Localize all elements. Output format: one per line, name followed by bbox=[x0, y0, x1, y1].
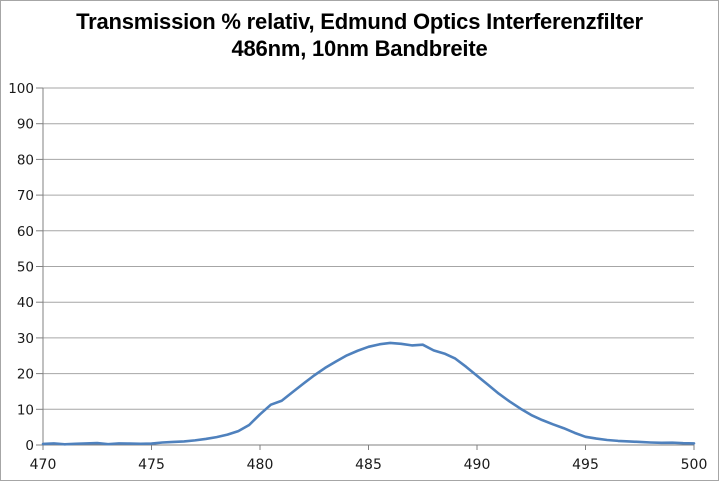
chart-title-line1: Transmission % relativ, Edmund Optics In… bbox=[76, 9, 643, 34]
chart-title: Transmission % relativ, Edmund Optics In… bbox=[1, 8, 718, 62]
chart-title-line2: 486nm, 10nm Bandbreite bbox=[231, 36, 488, 61]
y-tick-label: 60 bbox=[17, 224, 34, 240]
x-tick-label: 500 bbox=[681, 457, 708, 473]
y-tick-label: 90 bbox=[17, 117, 34, 133]
y-tick-label: 50 bbox=[17, 260, 34, 276]
x-tick-label: 480 bbox=[247, 457, 274, 473]
x-tick-label: 470 bbox=[30, 457, 57, 473]
y-tick-label: 80 bbox=[17, 152, 34, 168]
y-tick-label: 40 bbox=[17, 295, 34, 311]
x-tick-label: 475 bbox=[138, 457, 165, 473]
y-tick-label: 100 bbox=[8, 81, 34, 97]
y-tick-label: 20 bbox=[17, 367, 34, 383]
x-tick-label: 490 bbox=[464, 457, 491, 473]
y-tick-label: 70 bbox=[17, 188, 34, 204]
transmission-curve bbox=[41, 341, 696, 446]
y-tick-label: 30 bbox=[17, 331, 34, 347]
y-tick-label: 0 bbox=[25, 438, 34, 454]
x-tick-label: 485 bbox=[355, 457, 382, 473]
y-tick-label: 10 bbox=[17, 402, 34, 418]
x-tick-label: 495 bbox=[572, 457, 599, 473]
